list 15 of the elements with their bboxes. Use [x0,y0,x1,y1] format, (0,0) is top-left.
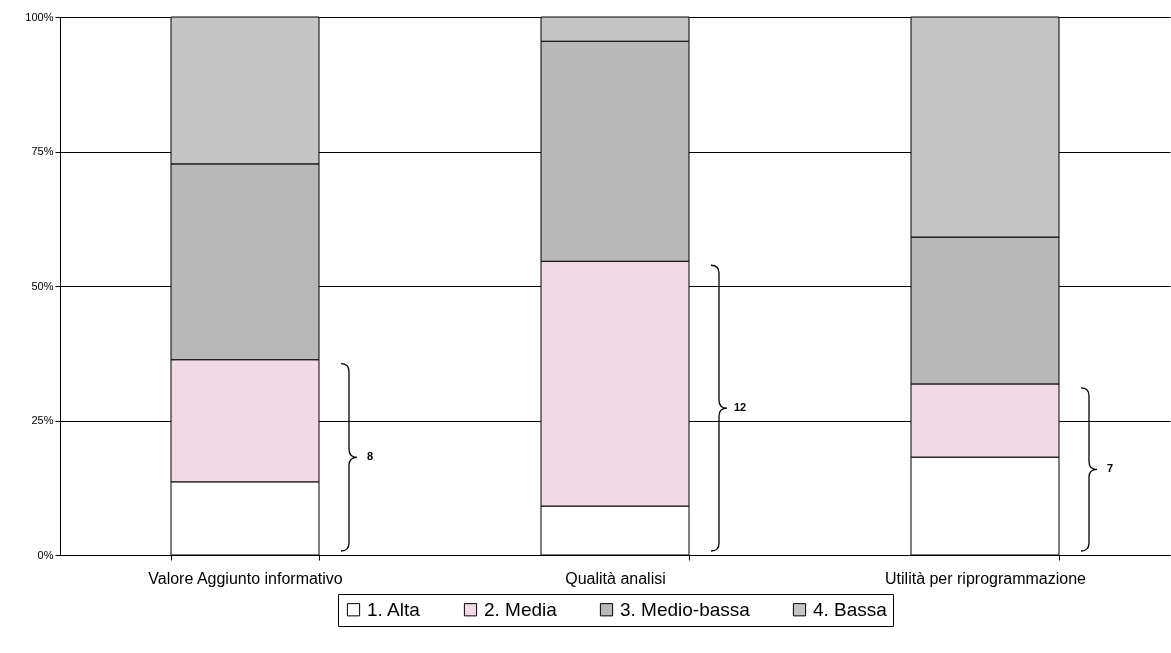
x-tick-label: Qualità analisi [565,569,666,587]
legend-label: 1. Alta [367,598,421,620]
x-tick-label: Utilità per riprogrammazione [885,569,1087,587]
y-tick-label: 100% [25,10,54,23]
annotation: 7 [1106,462,1114,475]
x-tick-label: Valore Aggiunto informativo [148,569,343,587]
annotation: 12 [733,401,747,414]
y-tick-label: 50% [31,279,54,292]
legend-label: 3. Medio-bassa [620,598,751,620]
y-tick-label: 0% [37,548,54,561]
legend-label: 2. Media [484,598,558,620]
y-tick-label: 25% [31,414,54,426]
annotation: 8 [366,450,374,463]
legend-label: 4. Bassa [813,598,888,620]
y-tick-label: 75% [31,145,54,157]
